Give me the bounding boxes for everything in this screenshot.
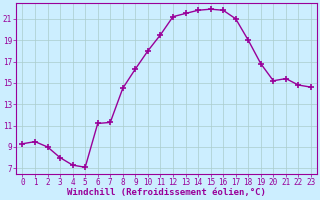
X-axis label: Windchill (Refroidissement éolien,°C): Windchill (Refroidissement éolien,°C) xyxy=(67,188,266,197)
